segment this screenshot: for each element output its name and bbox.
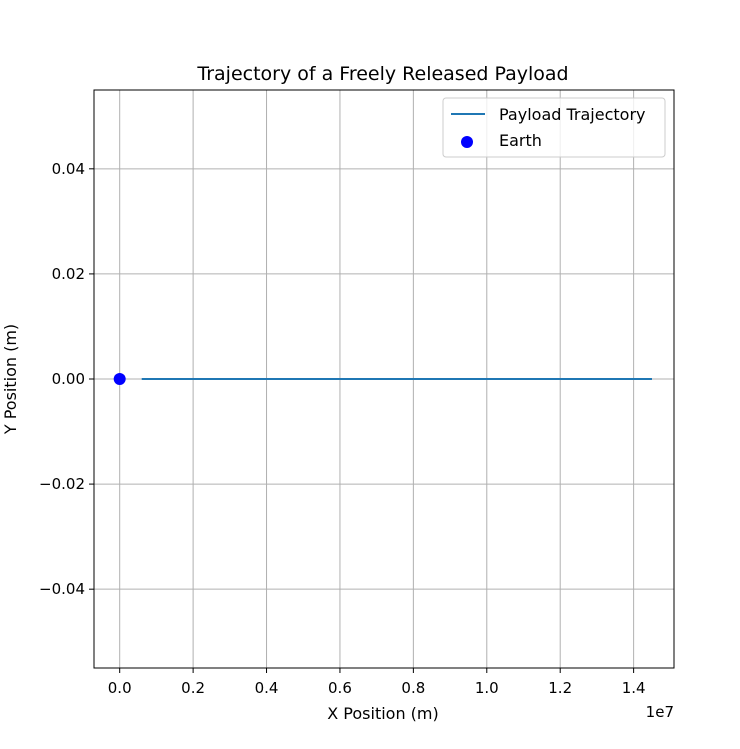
y-tick-label: 0.02 [52, 265, 85, 283]
x-tick-label: 1.0 [475, 679, 499, 697]
x-tick-label: 0.4 [255, 679, 279, 697]
chart-title: Trajectory of a Freely Released Payload [196, 63, 568, 85]
y-axis-label: Y Position (m) [1, 324, 20, 435]
y-axis-ticks: 0.04 0.02 0.00 −0.02 −0.04 [39, 160, 94, 598]
x-tick-label: 0.8 [401, 679, 425, 697]
x-tick-label: 1.4 [622, 679, 646, 697]
x-offset-label: 1e7 [646, 703, 674, 721]
earth-point [113, 373, 126, 385]
plot-marks [113, 373, 652, 385]
legend: Payload Trajectory Earth [442, 97, 666, 158]
x-tick-label: 1.2 [548, 679, 572, 697]
x-tick-label: 0.6 [328, 679, 352, 697]
y-tick-label: 0.00 [52, 370, 85, 388]
x-axis-label: X Position (m) [327, 704, 439, 723]
y-tick-label: 0.04 [52, 160, 85, 178]
x-tick-label: 0.0 [108, 679, 132, 697]
legend-box [442, 97, 666, 158]
legend-entry-payload: Payload Trajectory [499, 105, 645, 124]
x-axis-ticks: 0.0 0.2 0.4 0.6 0.8 1.0 1.2 1.4 [108, 668, 646, 697]
y-tick-label: −0.02 [39, 475, 85, 493]
legend-entry-earth: Earth [499, 131, 542, 150]
y-tick-label: −0.04 [39, 580, 85, 598]
x-tick-label: 0.2 [181, 679, 205, 697]
legend-swatch-dot [461, 136, 473, 148]
